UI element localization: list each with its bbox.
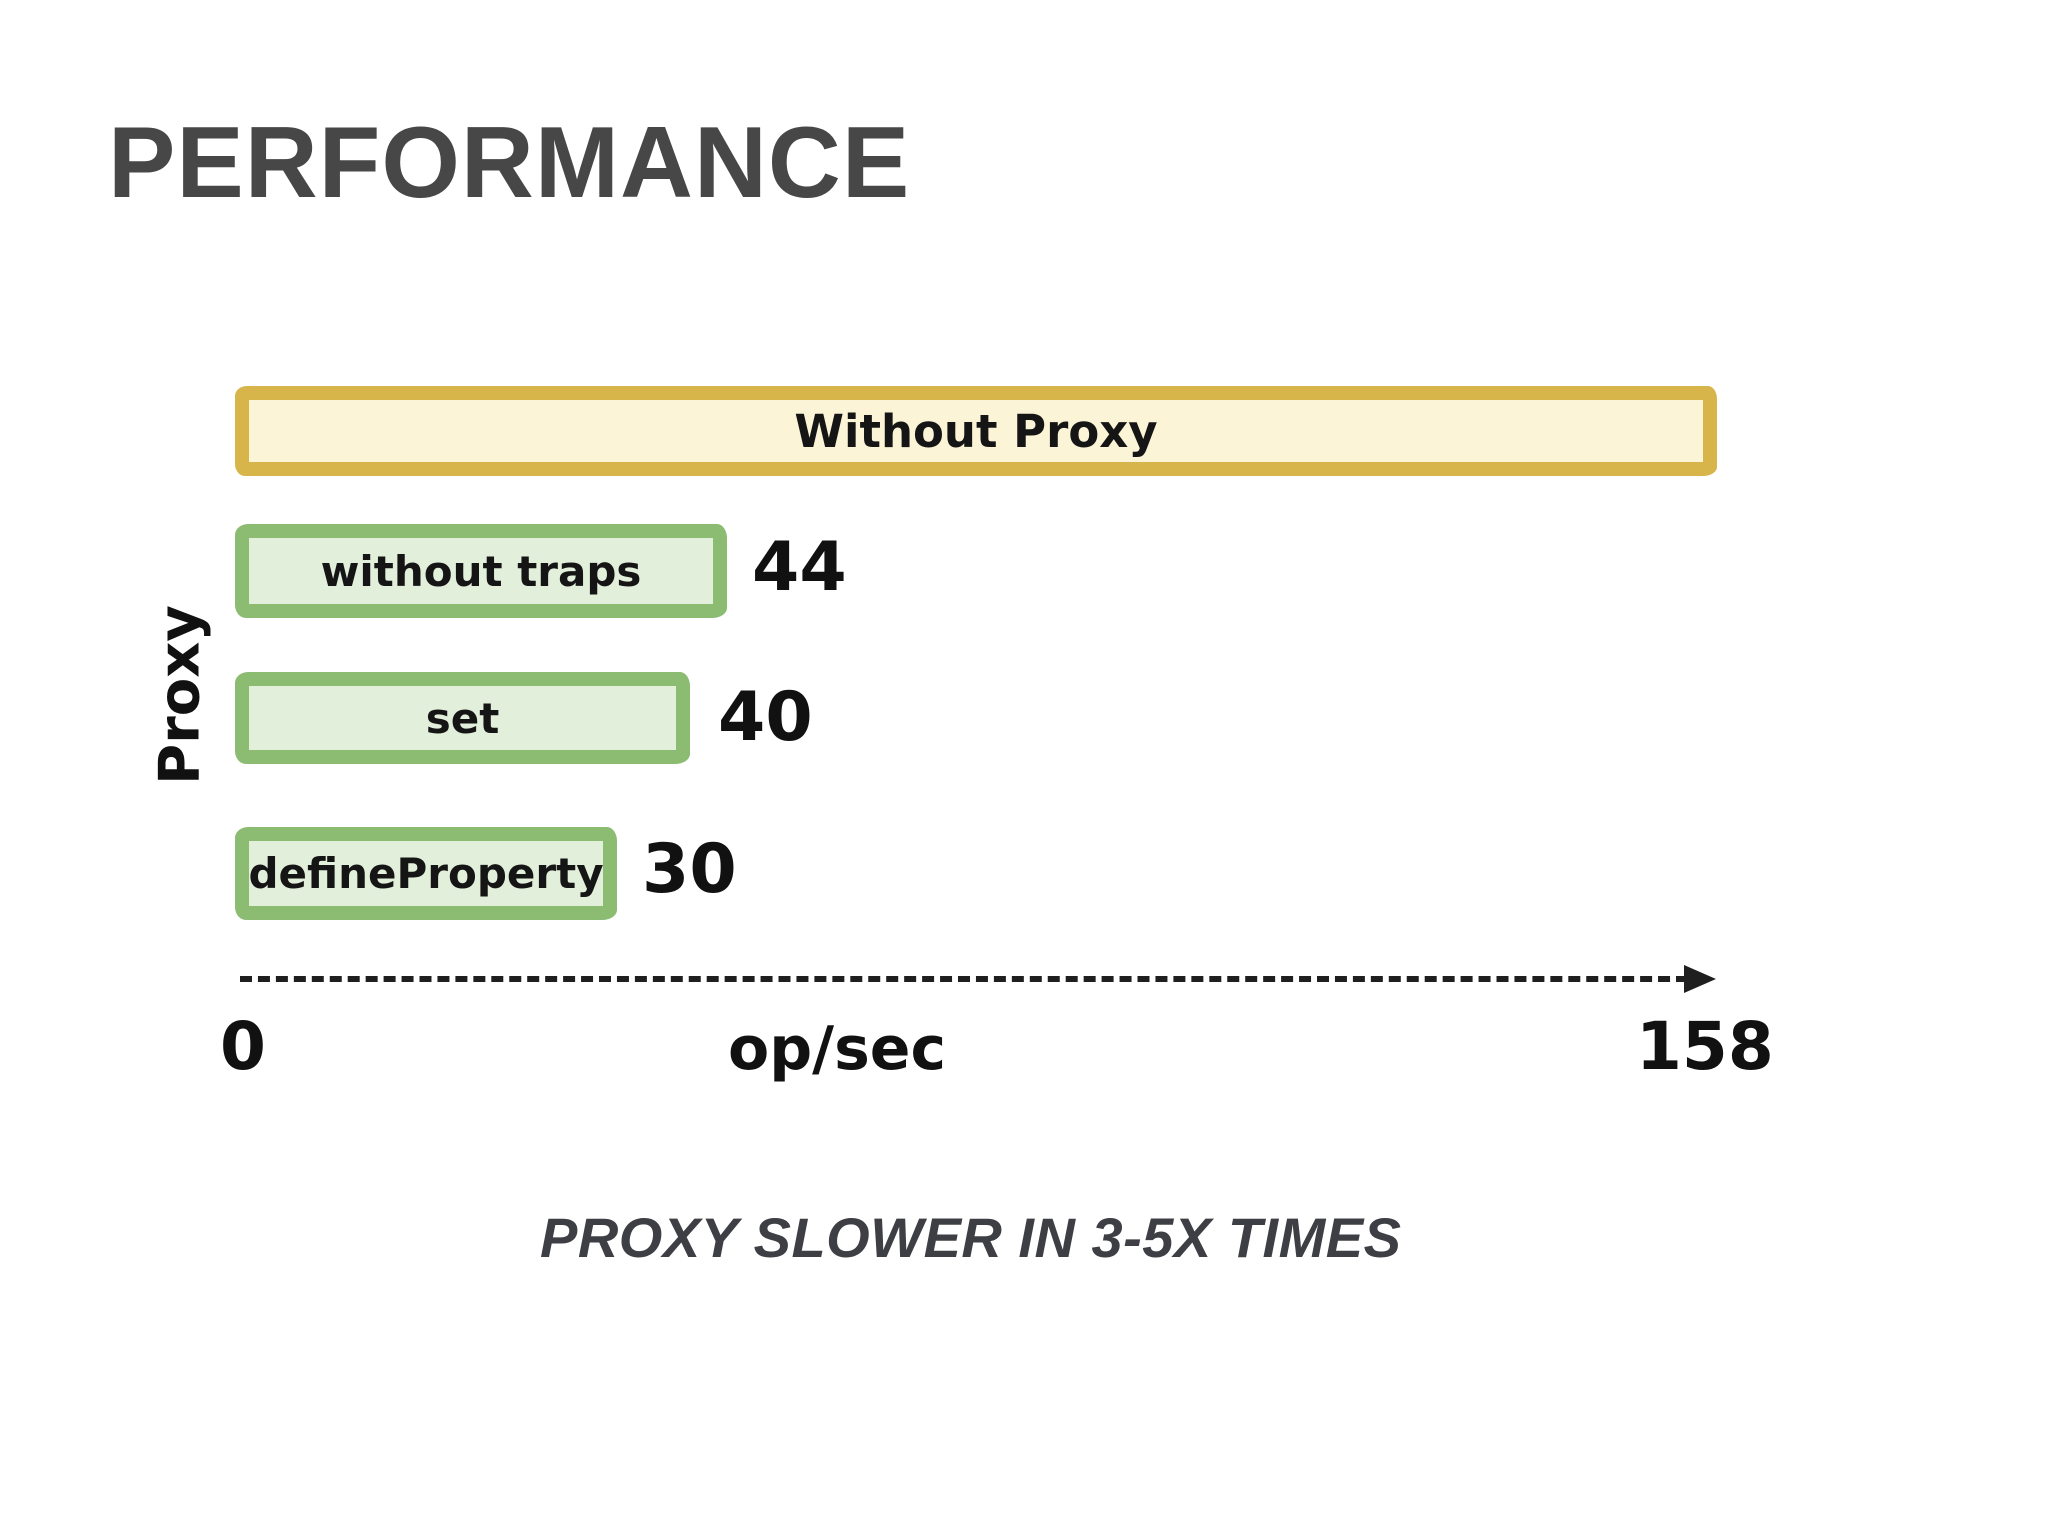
bar-set: set xyxy=(235,672,690,764)
bar-without-traps: without traps xyxy=(235,524,727,618)
page-title: PERFORMANCE xyxy=(108,107,911,219)
y-axis-group-label: Proxy xyxy=(147,605,213,785)
arrow-right-icon xyxy=(1684,965,1716,993)
slide-caption: PROXY SLOWER IN 3-5X TIMES xyxy=(540,1206,1402,1269)
bar-without-proxy: Without Proxy xyxy=(235,386,1717,476)
bar-without-traps-label: without traps xyxy=(320,546,642,596)
x-axis-unit-label: op/sec xyxy=(728,1014,947,1084)
x-axis-min-label: 0 xyxy=(220,1008,266,1085)
x-axis-max-label: 158 xyxy=(1636,1008,1774,1085)
bar-set-value: 40 xyxy=(718,678,813,757)
bar-defineproperty-label: defineProperty xyxy=(248,849,604,898)
bar-without-traps-value: 44 xyxy=(752,528,847,607)
bar-defineproperty-value: 30 xyxy=(642,830,737,909)
bar-without-proxy-label: Without Proxy xyxy=(794,404,1158,458)
x-axis-line xyxy=(240,976,1688,982)
bar-set-label: set xyxy=(425,693,500,743)
bar-defineproperty: defineProperty xyxy=(235,827,617,920)
